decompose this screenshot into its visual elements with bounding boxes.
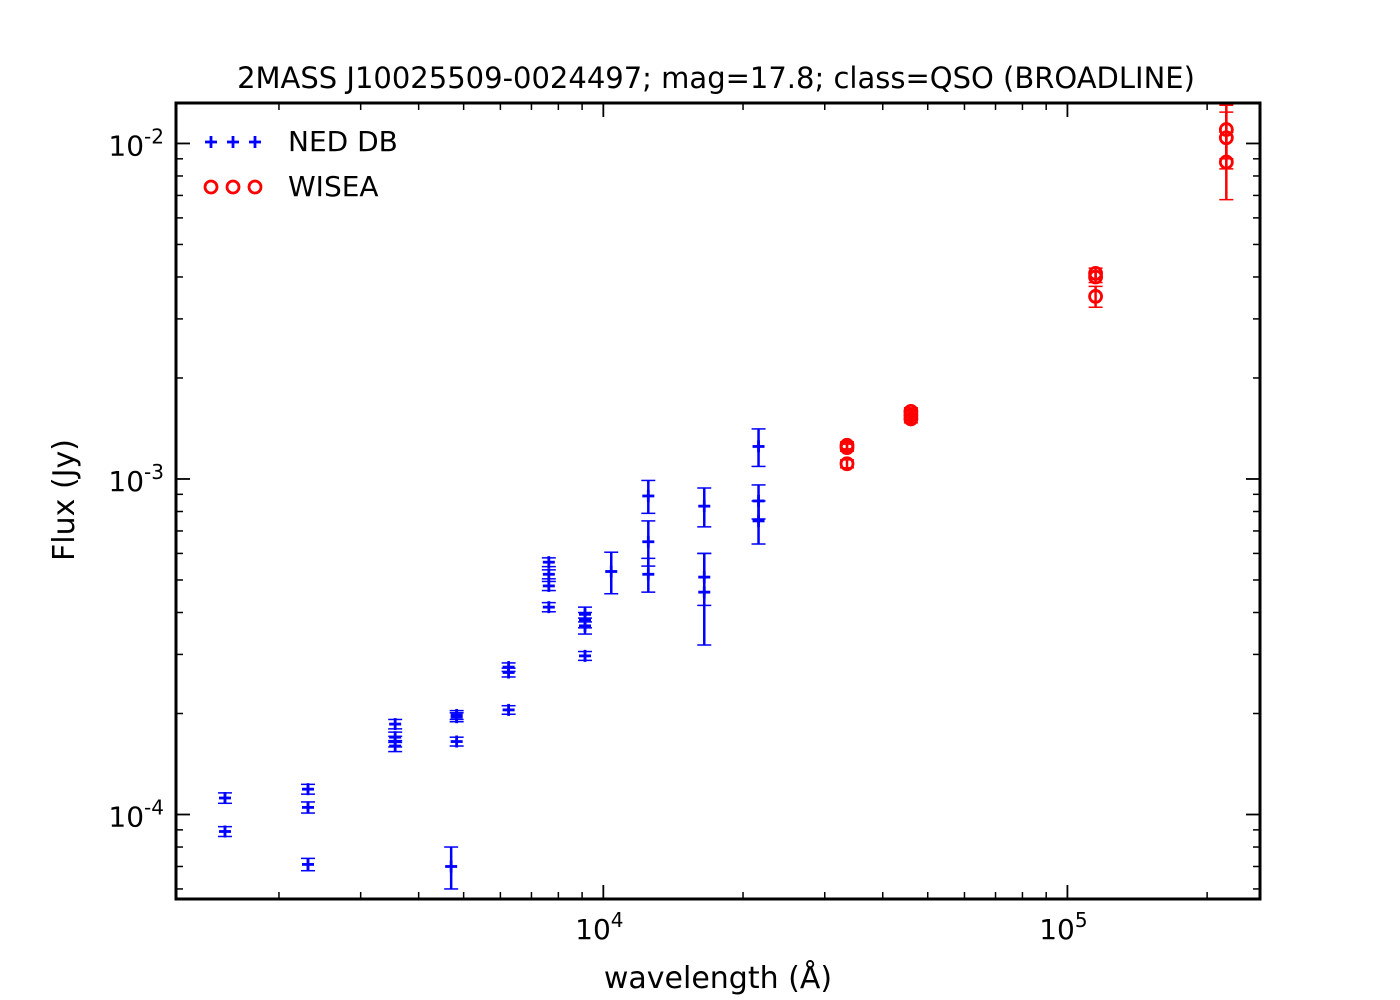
wisea-marker	[1088, 289, 1103, 304]
wisea-marker	[1218, 154, 1234, 170]
ned-db-point	[751, 428, 766, 468]
ned-db-point	[388, 739, 403, 753]
ned-db-point	[300, 857, 315, 872]
wisea-point	[1088, 285, 1103, 308]
y-tick-label: 10-2	[108, 124, 164, 162]
x-axis-label: wavelength (Å)	[604, 960, 832, 996]
ned-db-point	[501, 703, 516, 716]
legend-wisea-marker	[247, 179, 263, 195]
legend-markers	[203, 136, 263, 195]
wisea-marker	[903, 411, 919, 427]
ned-db-point	[300, 783, 315, 796]
ned-db-point	[217, 825, 232, 838]
ned-db-point	[501, 666, 516, 679]
wisea-point	[839, 440, 855, 456]
legend: NED DB WISEA	[203, 125, 398, 203]
ned-db-point	[541, 601, 556, 614]
y-axis-label: Flux (Jy)	[47, 439, 82, 561]
ned-db-point	[388, 718, 403, 731]
ned-db-point	[217, 791, 232, 805]
wisea-point	[1088, 269, 1103, 285]
legend-label-wisea: WISEA	[288, 170, 379, 203]
legend-wisea-marker	[203, 179, 219, 195]
wisea-point	[1218, 131, 1234, 201]
plot-frame	[174, 101, 1262, 901]
ned-db-point	[449, 735, 464, 748]
wisea-marker	[839, 440, 855, 456]
ned-db-point	[541, 568, 556, 581]
wisea-point	[839, 456, 855, 472]
ned-db-point	[444, 846, 459, 890]
plot-marks	[217, 104, 1234, 890]
ned-db-point	[541, 579, 556, 592]
y-tick-label: 10-4	[108, 796, 164, 834]
ned-db-point	[300, 801, 315, 814]
ned-db-point	[604, 551, 619, 595]
wisea-marker	[839, 456, 855, 472]
ned-db-point	[641, 557, 656, 593]
wisea-marker	[1088, 269, 1103, 285]
ned-db-point	[577, 617, 592, 635]
ned-db-point	[641, 479, 656, 515]
legend-label-ned-db: NED DB	[288, 125, 398, 158]
y-tick-label: 10-3	[108, 460, 164, 498]
ned-db-point	[697, 487, 712, 528]
ned-db-point	[751, 500, 766, 545]
major-ticks	[176, 103, 1260, 899]
legend-wisea-marker	[225, 179, 241, 195]
ned-db-point	[541, 556, 556, 569]
ned-db-point	[697, 552, 712, 646]
ned-db-point	[577, 649, 592, 662]
wisea-point	[903, 411, 919, 427]
ned-db-point	[449, 711, 464, 724]
chart-title: 2MASS J10025509-0024497; mag=17.8; class…	[237, 61, 1195, 95]
